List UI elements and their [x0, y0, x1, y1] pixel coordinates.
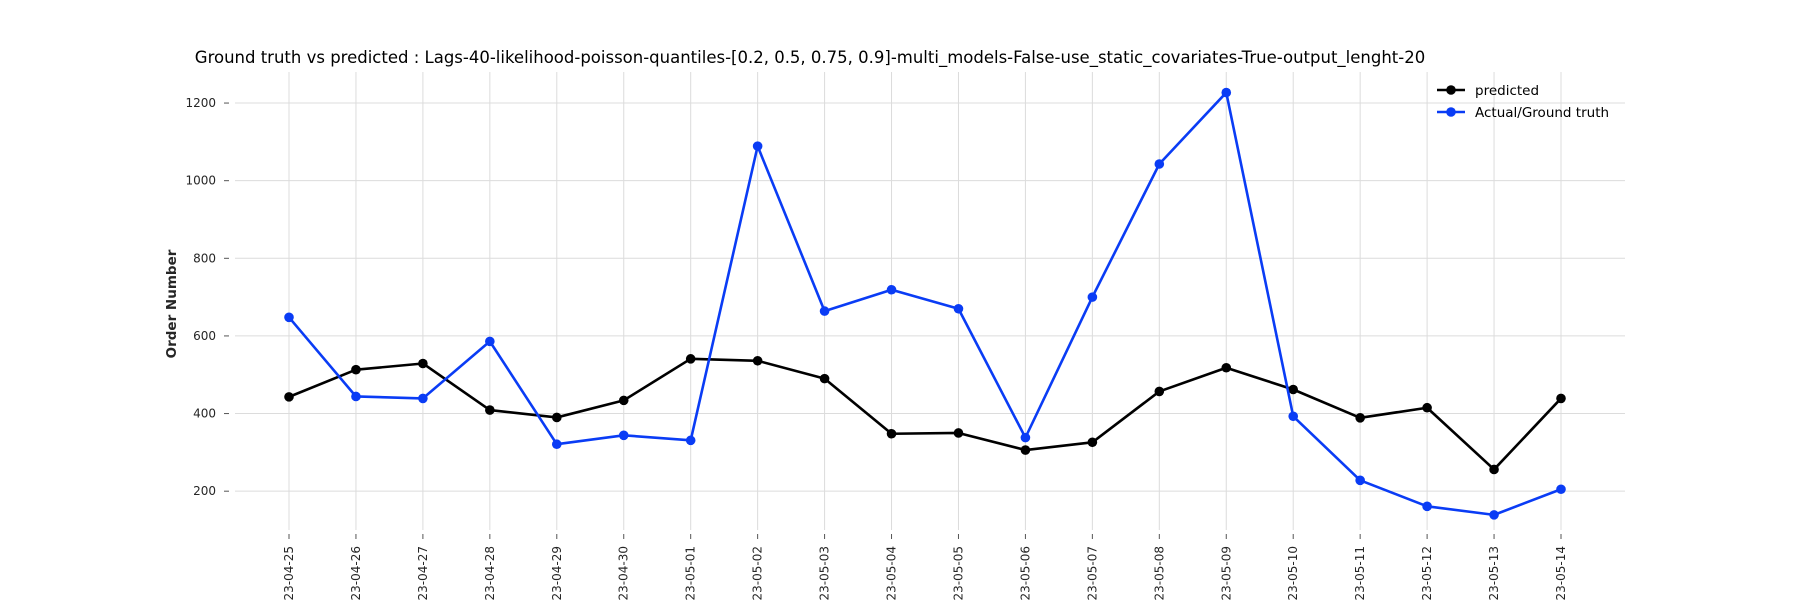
data-point — [485, 405, 495, 415]
x-tick-label: 2023-05-09 — [1219, 546, 1233, 600]
data-point — [551, 439, 562, 450]
series-line — [288, 91, 1562, 517]
data-point — [1288, 384, 1299, 395]
data-point — [1087, 292, 1098, 302]
x-tick-label: 2023-05-02 — [751, 546, 765, 600]
chart-title: Ground truth vs predicted : Lags-40-like… — [195, 48, 1425, 68]
y-tick-label: 200 — [193, 484, 216, 498]
grid — [235, 72, 1625, 530]
data-point — [685, 354, 696, 364]
x-tick-label: 2023-05-14 — [1554, 546, 1568, 600]
data-point — [953, 428, 964, 438]
x-tick-label: 2023-04-27 — [416, 546, 430, 600]
data-point — [618, 395, 629, 406]
y-axis: 200 400 600 800 1000 1200 — [185, 96, 229, 498]
series-line — [288, 357, 1562, 471]
data-point — [618, 430, 629, 441]
series-actual — [284, 87, 1566, 520]
x-tick-label: 2023-05-04 — [885, 546, 899, 600]
data-point — [1355, 413, 1365, 423]
x-tick-label: 2023-04-28 — [483, 546, 497, 600]
series — [284, 87, 1566, 520]
y-tick-label: 1000 — [185, 174, 216, 188]
x-tick-label: 2023-05-05 — [951, 546, 965, 600]
data-point — [418, 358, 428, 369]
y-tick-label: 400 — [193, 407, 216, 421]
data-point — [551, 412, 562, 423]
data-point — [953, 303, 964, 314]
data-point — [1489, 464, 1499, 475]
data-point — [819, 373, 830, 384]
data-point — [1556, 393, 1566, 404]
x-tick-label: 2023-05-01 — [684, 546, 698, 600]
x-tick-label: 2023-04-30 — [617, 546, 631, 600]
x-tick-label: 2023-05-12 — [1420, 546, 1434, 600]
x-tick-label: 2023-04-26 — [349, 546, 363, 600]
x-tick-label: 2023-05-07 — [1085, 546, 1099, 600]
data-point — [685, 435, 696, 446]
data-point — [886, 284, 897, 295]
data-point — [1355, 475, 1365, 486]
legend-marker — [1446, 85, 1456, 95]
data-point — [284, 312, 294, 323]
data-point — [1556, 484, 1566, 495]
legend: predicted Actual/Ground truth — [1437, 83, 1609, 121]
legend-label: predicted — [1475, 83, 1539, 99]
x-axis: 2023-04-25 2023-04-26 2023-04-27 2023-04-28… — [282, 534, 1568, 600]
y-tick-label: 800 — [193, 251, 216, 265]
data-point — [1154, 386, 1165, 397]
x-tick-label: 2023-05-10 — [1286, 546, 1300, 600]
data-point — [1221, 362, 1232, 373]
data-point — [1154, 159, 1165, 169]
x-tick-label: 2023-05-13 — [1487, 546, 1501, 600]
legend-label: Actual/Ground truth — [1475, 105, 1609, 121]
y-tick-label: 1200 — [185, 96, 216, 110]
legend-item: predicted — [1437, 83, 1539, 99]
data-point — [1422, 501, 1432, 512]
y-tick-label: 600 — [193, 329, 216, 343]
x-tick-label: 2023-05-11 — [1353, 546, 1367, 600]
x-tick-label: 2023-04-25 — [282, 546, 296, 600]
y-axis-label: Order Number — [164, 249, 180, 358]
data-point — [1489, 510, 1499, 520]
x-tick-label: 2023-05-03 — [818, 546, 832, 600]
data-point — [1221, 87, 1232, 98]
data-point — [752, 355, 763, 366]
legend-marker — [1446, 107, 1456, 117]
series-predicted — [284, 354, 1566, 475]
data-point — [1288, 411, 1299, 422]
data-point — [1020, 432, 1031, 443]
data-point — [819, 306, 830, 316]
data-point — [418, 393, 428, 404]
data-point — [1422, 402, 1432, 413]
data-point — [351, 391, 361, 402]
data-point — [1087, 437, 1098, 448]
x-tick-label: 2023-04-29 — [550, 546, 564, 600]
x-tick-label: 2023-05-08 — [1152, 546, 1166, 600]
data-point — [752, 141, 763, 151]
legend-item: Actual/Ground truth — [1437, 105, 1609, 121]
data-point — [886, 428, 897, 439]
data-point — [1020, 445, 1031, 455]
x-tick-label: 2023-05-06 — [1018, 546, 1032, 600]
data-point — [485, 336, 495, 347]
data-point — [284, 392, 294, 402]
data-point — [351, 364, 361, 375]
